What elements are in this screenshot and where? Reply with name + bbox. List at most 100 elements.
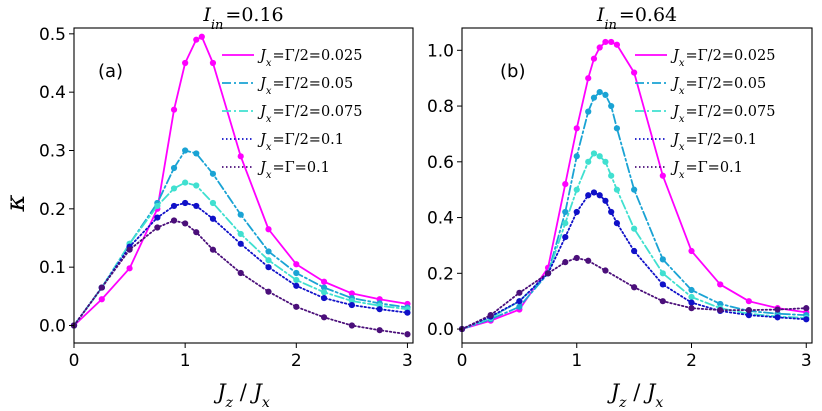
data-point bbox=[209, 59, 217, 67]
legend-entry: Jx=Γ/2=0.075 bbox=[670, 104, 775, 125]
y-axis-label: κ bbox=[1, 194, 31, 212]
data-point bbox=[237, 230, 244, 238]
data-point bbox=[774, 306, 781, 313]
panel-tag: (b) bbox=[500, 61, 525, 82]
data-point bbox=[596, 192, 603, 199]
data-point bbox=[293, 261, 300, 268]
data-point bbox=[320, 278, 328, 285]
x-tick-label: 3 bbox=[402, 351, 413, 371]
y-tick-label: 0.2 bbox=[427, 264, 454, 284]
data-point bbox=[562, 220, 569, 227]
data-point bbox=[573, 208, 580, 216]
data-point bbox=[659, 172, 666, 179]
data-point bbox=[613, 220, 621, 227]
data-point bbox=[631, 225, 638, 232]
data-point bbox=[590, 55, 598, 62]
data-point bbox=[602, 38, 609, 46]
data-point bbox=[608, 208, 615, 216]
data-point bbox=[745, 312, 752, 319]
data-point bbox=[182, 199, 189, 207]
data-point bbox=[590, 94, 598, 101]
data-point bbox=[293, 303, 300, 310]
data-point bbox=[98, 284, 105, 291]
data-point bbox=[193, 229, 200, 236]
data-point bbox=[320, 314, 328, 321]
data-point bbox=[803, 305, 810, 312]
data-point bbox=[590, 189, 598, 196]
data-point bbox=[348, 290, 355, 297]
data-point bbox=[688, 299, 695, 306]
x-tick-label: 0 bbox=[69, 351, 80, 371]
data-point bbox=[562, 259, 569, 266]
data-point bbox=[659, 270, 666, 277]
data-point bbox=[608, 172, 615, 179]
data-point bbox=[126, 246, 133, 253]
data-point bbox=[193, 182, 200, 189]
data-point bbox=[170, 202, 178, 210]
data-point bbox=[265, 264, 272, 271]
series-line-2 bbox=[73, 149, 409, 327]
data-point bbox=[320, 289, 328, 296]
data-point bbox=[659, 281, 666, 288]
data-point bbox=[688, 305, 695, 312]
data-point bbox=[237, 240, 244, 247]
panel-title: Iin =0.64 bbox=[596, 4, 677, 33]
data-point bbox=[293, 269, 300, 277]
data-point bbox=[585, 158, 592, 165]
data-point bbox=[613, 41, 621, 48]
legend-entry: Jx=Γ/2=0.1 bbox=[257, 132, 344, 153]
data-point bbox=[182, 220, 189, 227]
panel-title: Iin =0.16 bbox=[202, 4, 283, 33]
data-point bbox=[237, 153, 244, 160]
x-tick-label: 2 bbox=[291, 351, 302, 371]
data-point bbox=[803, 316, 810, 323]
data-point bbox=[126, 265, 133, 272]
data-point bbox=[404, 331, 411, 338]
x-tick-label: 1 bbox=[180, 351, 191, 371]
data-point bbox=[516, 289, 523, 296]
data-point bbox=[631, 284, 638, 291]
series-line-2 bbox=[461, 91, 808, 330]
data-point bbox=[209, 199, 217, 207]
data-point bbox=[348, 322, 355, 329]
data-point bbox=[631, 69, 638, 76]
data-point bbox=[193, 36, 200, 43]
data-point bbox=[98, 296, 105, 303]
data-point bbox=[602, 158, 609, 165]
data-point bbox=[562, 233, 569, 241]
data-point bbox=[544, 270, 552, 277]
data-point bbox=[237, 211, 244, 218]
data-point bbox=[209, 170, 217, 177]
data-point bbox=[596, 89, 603, 96]
data-point bbox=[585, 75, 592, 82]
data-point bbox=[237, 269, 244, 277]
y-tick-label: 0.5 bbox=[39, 25, 66, 45]
y-tick-label: 0.0 bbox=[427, 320, 454, 340]
x-tick-label: 1 bbox=[571, 351, 582, 371]
y-tick-label: 1.0 bbox=[427, 41, 454, 61]
data-point bbox=[631, 186, 638, 193]
data-point bbox=[170, 164, 178, 172]
data-point bbox=[265, 248, 272, 255]
data-point bbox=[585, 108, 592, 115]
data-point bbox=[613, 125, 621, 132]
legend-entry: Jx=Γ=0.1 bbox=[670, 160, 743, 181]
data-point bbox=[585, 192, 592, 199]
data-point bbox=[562, 181, 569, 188]
data-point bbox=[209, 246, 217, 253]
panel-tag: (a) bbox=[98, 61, 123, 82]
data-point bbox=[293, 276, 300, 284]
data-point bbox=[265, 288, 272, 295]
data-point bbox=[613, 186, 621, 193]
y-tick-label: 0.0 bbox=[39, 317, 66, 337]
data-point bbox=[659, 256, 666, 263]
data-point bbox=[608, 38, 615, 46]
data-point bbox=[193, 150, 200, 157]
series-line-4 bbox=[73, 202, 409, 327]
data-point bbox=[688, 293, 695, 301]
data-point bbox=[320, 284, 328, 291]
data-point bbox=[154, 202, 161, 210]
data-point bbox=[209, 215, 217, 222]
data-point bbox=[404, 309, 411, 316]
